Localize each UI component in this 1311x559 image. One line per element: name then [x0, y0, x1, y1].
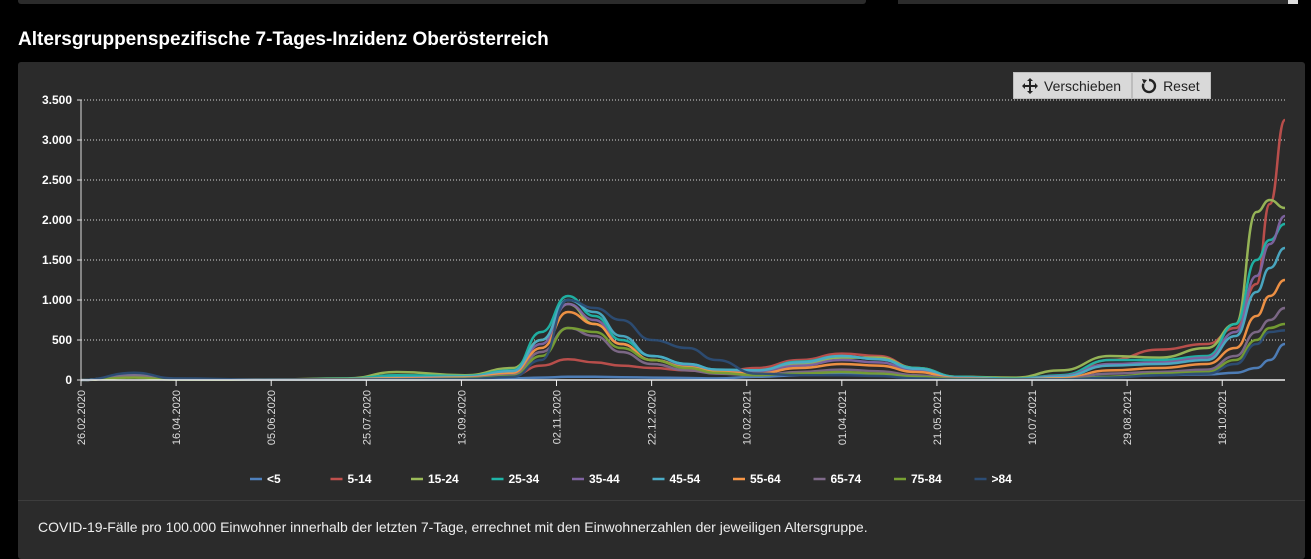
- x-tick-label: 05.06.2020: [266, 390, 278, 445]
- y-tick-label: 0: [65, 373, 72, 387]
- legend-item: 45-54: [670, 472, 701, 486]
- move-arrows-icon: [1022, 77, 1038, 94]
- legend-item: 5-14: [348, 472, 372, 486]
- chart-footer: COVID-19-Fälle pro 100.000 Einwohner inn…: [18, 500, 1305, 535]
- refresh-icon: [1141, 78, 1157, 93]
- incidence-line-chart[interactable]: 0 500 1.000 1.500 2.000 2.500 3.000 3.500 26.02.…: [18, 62, 1305, 500]
- x-tick-label: 26.02.2020: [76, 390, 88, 445]
- reset-button[interactable]: Reset: [1132, 72, 1211, 99]
- legend-item: 55-64: [750, 472, 781, 486]
- x-tick-label: 21.05.2021: [932, 390, 944, 445]
- legend-item: <5: [267, 472, 281, 486]
- legend-item: 15-24: [428, 472, 459, 486]
- x-tick-label: 10.02.2021: [742, 390, 754, 445]
- y-tick-label: 3.500: [42, 93, 72, 107]
- x-tick-label: 13.09.2020: [456, 390, 468, 445]
- series-line-5-14: [80, 118, 1287, 382]
- top-panel-edge: [18, 0, 866, 4]
- x-tick-label: 25.07.2020: [361, 390, 373, 445]
- y-tick-label: 500: [52, 333, 72, 347]
- legend-item: 25-34: [509, 472, 540, 486]
- x-tick-label: 29.08.2021: [1122, 390, 1134, 445]
- pan-label: Verschieben: [1044, 77, 1122, 94]
- x-tick-label: 16.04.2020: [171, 390, 183, 445]
- x-tick-label: 22.12.2020: [647, 390, 659, 445]
- footer-note: COVID-19-Fälle pro 100.000 Einwohner inn…: [38, 519, 868, 535]
- series-line-15-24: [80, 198, 1286, 382]
- x-tick-label: 02.11.2020: [552, 390, 564, 444]
- x-tick-label: 18.10.2021: [1217, 390, 1229, 445]
- y-tick-label: 1.500: [42, 253, 72, 267]
- y-tick-label: 2.500: [42, 173, 72, 187]
- legend-item: 35-44: [589, 472, 620, 486]
- legend-item: 65-74: [831, 472, 862, 486]
- top-control-edge: [898, 0, 1298, 4]
- page-title: Altersgruppenspezifische 7-Tages-Inziden…: [18, 29, 549, 50]
- chart-panel: 0 500 1.000 1.500 2.000 2.500 3.000 3.500 26.02.…: [18, 62, 1305, 559]
- pan-button[interactable]: Verschieben: [1013, 72, 1133, 99]
- x-tick-label: 10.07.2021: [1027, 390, 1039, 445]
- reset-label: Reset: [1163, 77, 1200, 94]
- series-line-65-74: [80, 306, 1286, 382]
- legend-item: 75-84: [911, 472, 942, 486]
- y-tick-label: 3.000: [42, 133, 72, 147]
- y-tick-label: 1.000: [42, 293, 72, 307]
- legend-item: >84: [992, 472, 1013, 486]
- x-tick-label: 01.04.2021: [837, 390, 849, 445]
- y-tick-label: 2.000: [42, 213, 72, 227]
- chart-toolbar: Verschieben Reset: [1013, 72, 1211, 99]
